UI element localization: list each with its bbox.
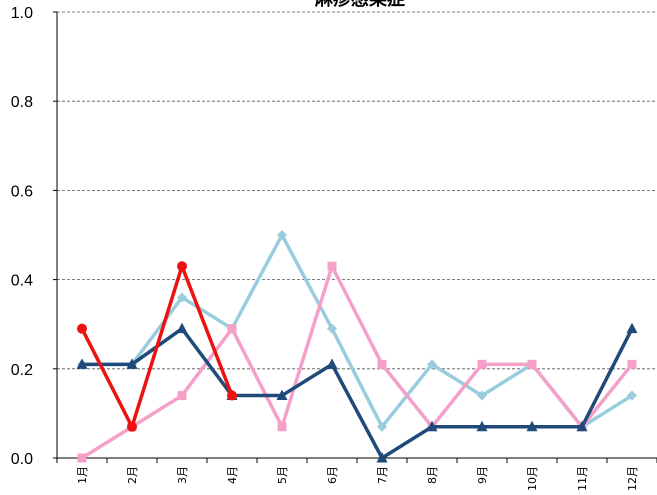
y-tick-label-2: 0.4 bbox=[11, 273, 33, 290]
x-tick-label-11: 12月 bbox=[626, 466, 639, 491]
x-tick-label-8: 9月 bbox=[476, 466, 489, 484]
series-1-point-3 bbox=[228, 324, 237, 333]
y-tick-label-4: 0.8 bbox=[11, 94, 33, 111]
chart-title: 麻疹感染症 bbox=[314, 0, 405, 10]
series-3-point-0 bbox=[77, 324, 87, 334]
x-tick-label-6: 7月 bbox=[376, 466, 389, 484]
series-1 bbox=[78, 262, 637, 463]
x-tick-labels: 1月 2月 3月 4月 5月 6月 7月 8月 9月 10月 11月 12月 bbox=[76, 466, 639, 491]
x-tick-label-0: 1月 bbox=[76, 466, 89, 484]
x-tick-label-10: 11月 bbox=[576, 466, 589, 491]
series-2-point-5 bbox=[327, 358, 338, 369]
series-1-point-11 bbox=[628, 360, 637, 369]
series-1-point-6 bbox=[378, 360, 387, 369]
x-tick-label-1: 2月 bbox=[126, 466, 139, 484]
series-2-point-2 bbox=[177, 323, 188, 334]
x-tick-label-7: 8月 bbox=[426, 466, 439, 484]
x-tick-label-3: 4月 bbox=[226, 466, 239, 484]
series-1-point-0 bbox=[78, 454, 87, 463]
x-tick-label-9: 10月 bbox=[526, 466, 539, 491]
series-3 bbox=[77, 261, 237, 432]
series-3-line-0 bbox=[82, 266, 232, 427]
series-3-point-2 bbox=[177, 261, 187, 271]
series-3-point-3 bbox=[227, 391, 237, 401]
series-3-point-1 bbox=[127, 422, 137, 432]
series-1-point-5 bbox=[328, 262, 337, 271]
y-tick-label-5: 1.0 bbox=[11, 5, 33, 22]
series-1-point-9 bbox=[528, 360, 537, 369]
series-2-point-11 bbox=[627, 323, 638, 334]
y-tick-label-0: 0.0 bbox=[11, 451, 33, 468]
series-1-line-0 bbox=[82, 266, 632, 458]
x-tick-label-5: 6月 bbox=[326, 466, 339, 484]
x-tick-label-2: 3月 bbox=[176, 466, 189, 484]
series-1-point-8 bbox=[478, 360, 487, 369]
y-tick-labels: 0.0 0.2 0.4 0.6 0.8 1.0 bbox=[11, 5, 33, 468]
y-tick-label-3: 0.6 bbox=[11, 183, 33, 200]
y-tick-label-1: 0.2 bbox=[11, 362, 33, 379]
series-group bbox=[77, 230, 638, 463]
series-2-line-0 bbox=[82, 329, 632, 458]
series-1-point-2 bbox=[178, 391, 187, 400]
series-0-line-0 bbox=[82, 235, 632, 427]
x-tick-label-4: 5月 bbox=[276, 466, 289, 484]
series-1-point-4 bbox=[278, 422, 287, 431]
